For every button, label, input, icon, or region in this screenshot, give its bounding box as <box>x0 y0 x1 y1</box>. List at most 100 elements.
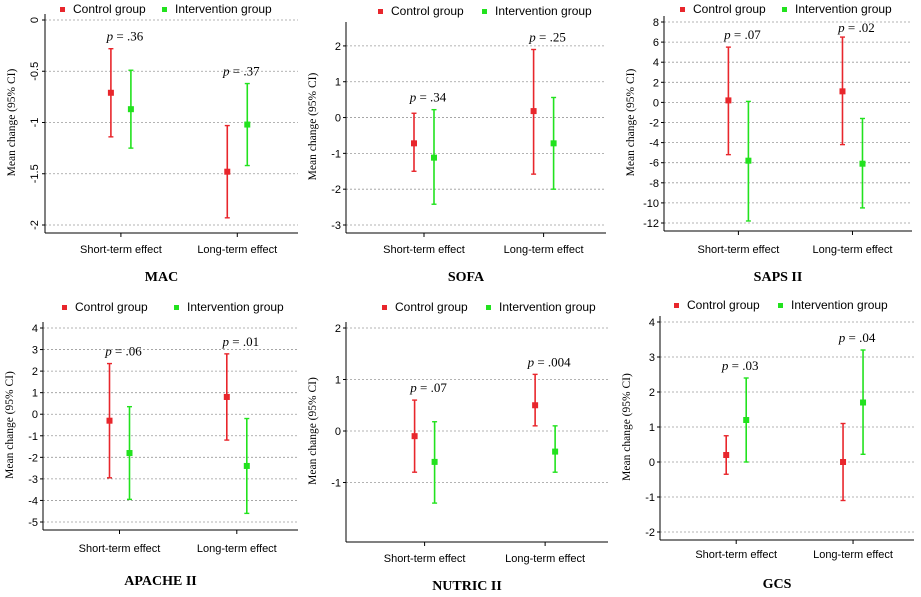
p-symbol: p <box>409 380 417 395</box>
panel-title: MAC <box>145 270 178 285</box>
p-value-label: p = .07 <box>409 380 447 395</box>
y-axis-label: Mean change (95% CI) <box>625 69 637 177</box>
y-tick-label: 2 <box>653 77 659 89</box>
p-symbol: p <box>409 90 417 105</box>
y-tick-label: -6 <box>649 158 659 170</box>
legend-swatch <box>680 7 685 12</box>
legend-label: Intervention group <box>795 2 892 16</box>
y-tick-label: 0 <box>649 457 655 469</box>
legend-label: Control group <box>75 300 148 314</box>
y-tick-label: -3 <box>28 474 38 486</box>
legend-swatch <box>378 9 383 14</box>
y-tick-label: 6 <box>653 37 659 49</box>
mean-point <box>552 448 559 455</box>
y-tick-label: 0 <box>335 113 341 125</box>
y-tick-label: 2 <box>32 366 38 378</box>
mean-point <box>127 106 134 113</box>
p-value-label: p = .25 <box>528 29 566 44</box>
y-tick-label: -3 <box>331 220 341 232</box>
legend-label: Control group <box>693 2 766 16</box>
y-tick-label: 0 <box>335 426 341 438</box>
mean-point <box>243 462 250 469</box>
p-value: .36 <box>127 29 144 44</box>
p-symbol: p <box>106 29 114 44</box>
x-category-label: Short-term effect <box>79 543 161 555</box>
p-symbol: p <box>222 64 230 79</box>
mean-point <box>839 88 846 95</box>
legend-label: Intervention group <box>791 298 888 312</box>
p-equals: = <box>728 358 742 373</box>
y-tick-label: -5 <box>28 517 38 529</box>
mean-point <box>431 154 437 161</box>
y-tick-label: 1 <box>649 422 655 434</box>
legend-label: Control group <box>687 298 760 312</box>
legend-swatch <box>60 7 65 12</box>
y-tick-label: 1 <box>335 77 341 89</box>
y-tick-label: -2 <box>645 527 655 539</box>
mean-point <box>532 402 539 409</box>
y-axis-label: Mean change (95% CI) <box>6 69 18 177</box>
p-equals: = <box>229 334 243 349</box>
y-tick-label: 4 <box>32 323 38 335</box>
legend-swatch <box>482 9 487 14</box>
mean-point <box>107 89 114 96</box>
y-tick-label: -4 <box>649 138 659 150</box>
y-axis-label: Mean change (95% CI) <box>621 373 633 481</box>
y-tick-label: -2 <box>29 220 41 230</box>
x-category-label: Short-term effect <box>384 553 466 565</box>
p-value-label: p = .06 <box>104 344 142 359</box>
p-value: .04 <box>859 330 876 345</box>
mean-point <box>244 121 251 128</box>
p-equals: = <box>229 64 243 79</box>
p-equals: = <box>845 20 859 35</box>
y-tick-label: -8 <box>649 178 659 190</box>
p-symbol: p <box>104 344 112 359</box>
p-value-label: p = .36 <box>106 29 144 44</box>
y-tick-label: -0.5 <box>29 62 41 81</box>
legend-label: Intervention group <box>187 300 284 314</box>
x-category-label: Long-term effect <box>505 553 585 565</box>
p-symbol: p <box>721 358 729 373</box>
y-tick-label: 3 <box>649 352 655 364</box>
y-tick-label: -4 <box>28 495 38 507</box>
mean-point <box>860 399 867 406</box>
x-category-label: Long-term effect <box>813 244 893 256</box>
mean-point <box>745 157 752 164</box>
panel-sofa: 2 1 0 -1 -2 -3 Mean change (95% CI) Short-term … <box>307 4 606 285</box>
p-value: .07 <box>744 27 761 42</box>
p-equals: = <box>417 380 431 395</box>
y-tick-label: 4 <box>649 317 655 329</box>
panel-gcs: 4 3 2 1 0 -1 -2 Mean change (95% CI) Short-term … <box>621 298 914 592</box>
mean-point <box>743 417 750 423</box>
p-symbol: p <box>838 330 846 345</box>
mean-point <box>126 450 133 457</box>
p-value: .03 <box>742 358 758 373</box>
y-tick-label: -2 <box>331 184 341 196</box>
p-value-label: p = .03 <box>721 358 759 373</box>
legend-label: Intervention group <box>175 2 272 16</box>
y-tick-label: 0 <box>29 17 41 23</box>
legend-swatch <box>162 7 167 12</box>
y-tick-label: -1 <box>28 431 38 443</box>
panel-mac: 0 -0.5 -1 -1.5 -2 Mean change (95% CI) Short-t… <box>6 2 298 285</box>
x-category-label: Short-term effect <box>698 244 780 256</box>
y-tick-label: 2 <box>335 323 341 335</box>
y-tick-label: -1 <box>645 492 655 504</box>
y-tick-label: -2 <box>28 452 38 464</box>
mean-point <box>723 452 730 458</box>
legend-label: Control group <box>395 300 468 314</box>
p-value: .02 <box>859 20 875 35</box>
y-tick-label: 4 <box>653 57 659 69</box>
panel-nutric-ii: 2 1 0 -1 Mean change (95% CI) Short-term effe… <box>307 300 608 594</box>
panel-apache-ii: 4 3 2 1 0 -1 -2 -3 -4 -5 Mean change (95% CI) Short… <box>4 300 298 589</box>
panel-title: APACHE II <box>124 574 196 589</box>
panel-saps-ii: 8 6 4 2 0 -2 -4 -6 -8 -10 -12 Mean change (95% CI) S… <box>625 2 912 285</box>
p-equals: = <box>534 354 548 369</box>
panel-title: NUTRIC II <box>432 579 502 594</box>
y-tick-label: -1.5 <box>29 164 41 183</box>
mean-point <box>224 168 231 175</box>
y-tick-label: -2 <box>649 118 659 130</box>
x-category-label: Long-term effect <box>504 244 584 256</box>
p-value-label: p = .004 <box>527 354 572 369</box>
